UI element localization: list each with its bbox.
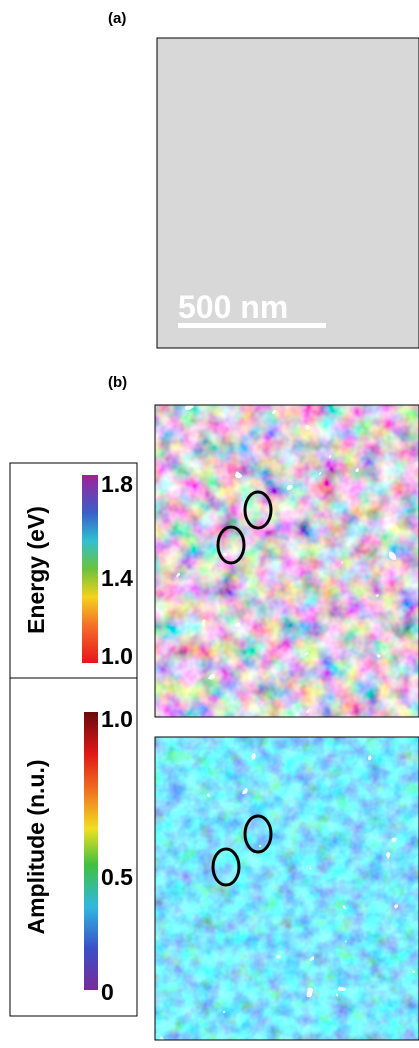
circle-marker — [243, 814, 273, 854]
circle-marker — [216, 525, 246, 565]
colorbar-title: Energy (eV) — [23, 506, 49, 634]
sem-image — [157, 38, 419, 348]
image-border — [156, 37, 419, 349]
colorbar-box — [9, 677, 138, 1017]
panel-label: (b) — [108, 374, 127, 391]
colorbar-tick: 1.4 — [101, 565, 133, 591]
panel-label: (a) — [108, 10, 126, 27]
colorbar-title: Amplitude (n.u.) — [23, 759, 49, 934]
colorbar-tick: 1.8 — [101, 471, 133, 497]
image-border — [154, 736, 419, 1041]
colorbar-tick: 0.5 — [101, 864, 133, 890]
scale-bar — [178, 323, 326, 328]
scale-bar-label: 500 nm — [178, 289, 288, 325]
colorbar — [84, 712, 98, 990]
colorbar — [82, 475, 98, 663]
colorbar-tick: 1.0 — [101, 706, 133, 732]
circle-marker — [243, 490, 273, 530]
map-holes — [155, 405, 419, 717]
map-holes — [155, 737, 419, 1040]
circle-marker — [211, 847, 241, 887]
colorbar-tick: 0 — [101, 979, 114, 1005]
image-border — [154, 404, 419, 718]
colorbar-box — [9, 462, 138, 679]
colorbar-tick: 1.0 — [101, 643, 133, 669]
